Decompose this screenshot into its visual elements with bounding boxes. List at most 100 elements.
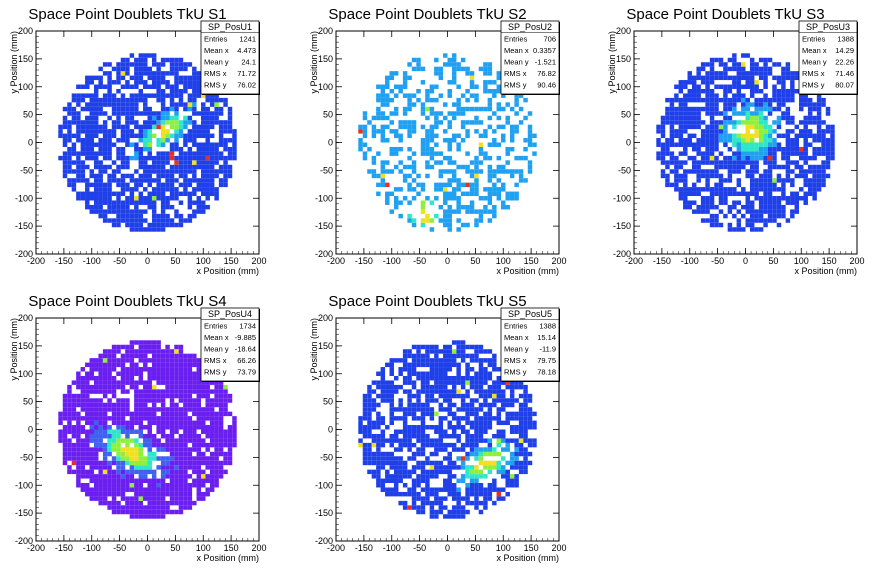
bin: [749, 164, 755, 170]
bin: [447, 358, 452, 363]
bin: [505, 191, 510, 197]
bin: [80, 146, 86, 152]
y-tick-label: 200: [18, 313, 33, 323]
bin: [754, 187, 759, 192]
bin: [821, 120, 826, 125]
bin: [518, 465, 524, 470]
bin: [523, 155, 528, 161]
stats-value: 4.473: [237, 46, 256, 55]
bin: [505, 120, 510, 125]
bin: [160, 353, 166, 359]
bin: [147, 124, 152, 130]
bin: [156, 500, 161, 506]
bin: [160, 151, 166, 156]
bin: [205, 93, 210, 98]
bin: [76, 425, 81, 430]
bin: [165, 84, 170, 89]
bin: [151, 160, 157, 165]
bin: [178, 222, 184, 228]
bin: [754, 213, 759, 219]
bin: [501, 438, 506, 443]
bin: [151, 514, 157, 519]
bin: [187, 425, 193, 430]
bin: [183, 191, 188, 197]
bin: [143, 353, 148, 359]
bin: [496, 393, 502, 399]
bin: [183, 75, 188, 81]
bin: [425, 213, 430, 219]
bin: [156, 465, 161, 470]
bin: [376, 371, 381, 376]
bin: [125, 447, 130, 452]
bin: [62, 411, 68, 417]
bin: [156, 375, 161, 381]
bin: [803, 142, 808, 147]
bin: [187, 204, 193, 210]
bin: [107, 142, 112, 147]
bin: [147, 389, 152, 394]
bin: [429, 362, 435, 368]
bin: [723, 213, 728, 219]
bin: [192, 447, 197, 452]
bin: [196, 460, 202, 466]
bin: [416, 451, 421, 457]
bin: [402, 196, 408, 201]
bin: [116, 164, 121, 170]
bin: [93, 429, 99, 434]
bin: [691, 155, 697, 161]
bin: [447, 478, 452, 484]
bin: [763, 173, 768, 179]
bin: [102, 433, 108, 439]
bin: [183, 182, 188, 188]
bin: [411, 393, 417, 399]
bin: [380, 93, 386, 98]
bin: [116, 407, 121, 412]
bin: [714, 164, 719, 170]
bin: [732, 53, 737, 58]
bin: [389, 120, 394, 125]
bin: [134, 213, 139, 219]
stats-key: RMS y: [504, 81, 527, 90]
bin: [143, 438, 148, 443]
bin: [393, 491, 399, 497]
bin: [745, 133, 750, 139]
bin: [169, 425, 175, 430]
bin: [487, 491, 493, 497]
bin: [420, 106, 426, 112]
bin: [111, 178, 117, 183]
bin: [456, 66, 461, 72]
bin: [116, 420, 121, 426]
bin: [790, 213, 795, 219]
bin: [85, 191, 90, 197]
bin: [129, 451, 135, 457]
bin: [790, 115, 795, 121]
bin: [736, 62, 742, 67]
bin: [120, 398, 126, 403]
bin: [138, 218, 144, 223]
bin: [187, 447, 193, 452]
bin: [362, 398, 368, 403]
bin: [209, 115, 215, 121]
bin: [129, 465, 135, 470]
x-tick-label: -200: [27, 256, 45, 266]
bin: [443, 407, 448, 412]
bin: [107, 474, 112, 479]
bin: [196, 88, 202, 94]
bin: [385, 456, 390, 461]
bin: [709, 142, 715, 147]
bin: [474, 447, 479, 452]
bin: [138, 416, 144, 421]
bin: [178, 389, 184, 394]
bin: [165, 213, 170, 219]
bin: [678, 102, 684, 107]
bin: [102, 133, 108, 139]
bin: [460, 66, 466, 72]
bin: [518, 407, 524, 412]
bin: [474, 222, 479, 228]
bin: [420, 433, 426, 439]
bin: [492, 367, 497, 372]
bin: [93, 358, 99, 363]
bin: [402, 353, 408, 359]
bin: [447, 178, 452, 183]
bin: [196, 402, 202, 408]
